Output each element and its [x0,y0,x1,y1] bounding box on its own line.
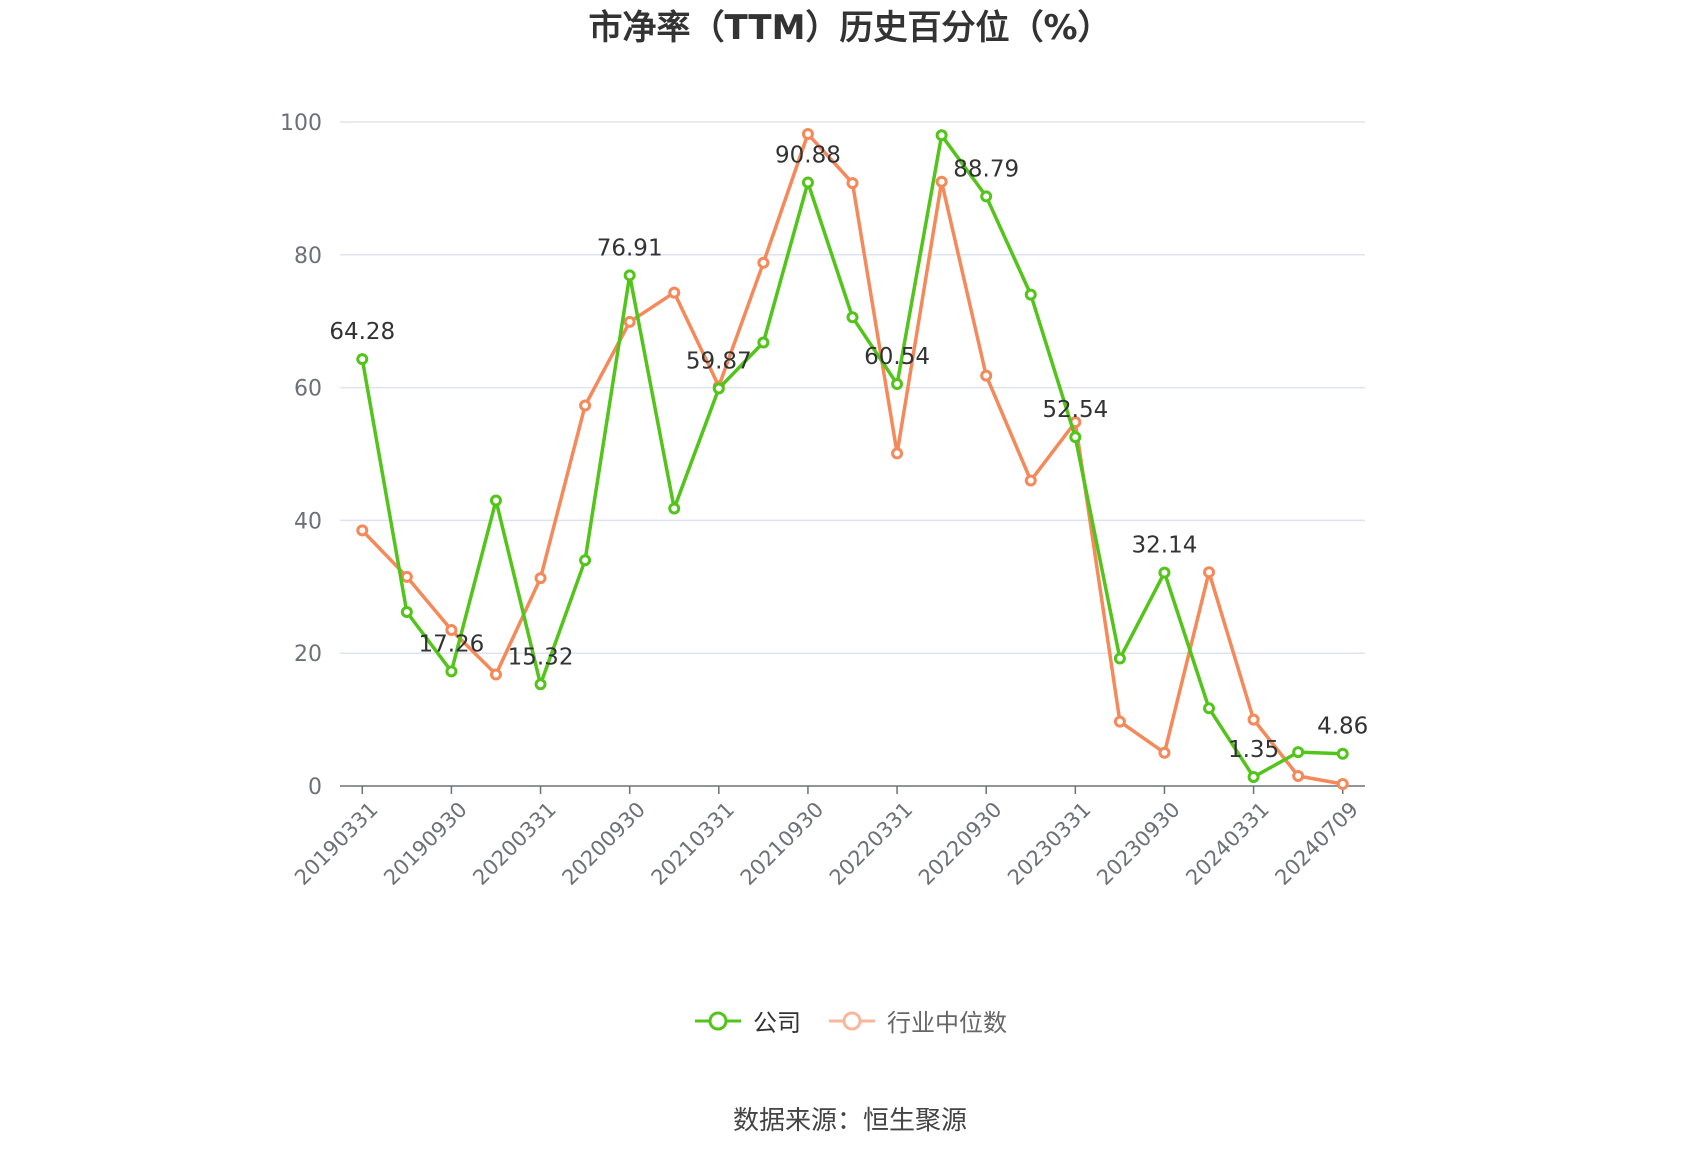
legend-item-industry[interactable]: 行业中位数 [827,1003,1007,1038]
legend-item-company[interactable]: 公司 [693,1003,801,1038]
y-tick-label: 100 [280,111,322,136]
x-tick-label: 20230930 [1092,797,1185,890]
y-tick-label: 40 [294,509,322,534]
y-tick-label: 0 [308,775,322,800]
data-point-industry[interactable] [935,175,948,188]
data-label: 17.26 [418,631,484,657]
data-label: 64.28 [329,319,395,345]
data-point-industry[interactable] [757,256,770,269]
data-point-company[interactable] [757,336,770,349]
data-point-company[interactable] [712,382,725,395]
legend-label-industry: 行业中位数 [887,1009,1007,1037]
x-tick-label: 20240331 [1181,797,1274,890]
data-label: 15.32 [508,644,574,670]
data-point-company[interactable] [846,311,859,324]
data-point-industry[interactable] [623,315,636,328]
data-point-company[interactable] [1247,771,1260,784]
data-point-industry[interactable] [1158,746,1171,759]
data-label: 4.86 [1317,714,1368,740]
data-source: 数据来源：恒生聚源 [732,1106,967,1136]
x-tick-label: 20240709 [1270,797,1363,890]
data-label-layer: 64.28 17.26 15.32 76.91 59.87 90.88 60.54 88.79… [329,143,1368,763]
data-label: 76.91 [597,235,663,261]
x-tick-label: 20210930 [736,797,829,890]
data-point-industry[interactable] [1247,713,1260,726]
y-tick-label: 60 [294,377,322,402]
data-point-company[interactable] [489,494,502,507]
data-label: 52.54 [1042,397,1108,423]
data-point-company[interactable] [1292,746,1305,759]
legend-company-line-icon [695,1011,741,1030]
x-tick-label: 20220331 [825,797,918,890]
x-tick-label: 20200331 [468,797,561,890]
data-point-company[interactable] [534,678,547,691]
data-point-industry[interactable] [400,570,413,583]
data-point-company[interactable] [623,269,636,282]
data-point-industry[interactable] [489,668,502,681]
x-tick-label: 20190331 [290,797,383,890]
y-tick-label: 80 [294,244,322,269]
data-point-industry[interactable] [891,447,904,460]
data-point-company[interactable] [356,353,369,366]
data-label: 59.87 [686,348,752,374]
x-tick-label: 20210331 [647,797,740,890]
data-point-industry[interactable] [1203,566,1216,579]
legend-industry-line-icon [829,1011,875,1030]
data-point-industry[interactable] [1292,770,1305,783]
data-label: 32.14 [1132,533,1198,559]
data-label: 88.79 [953,156,1019,182]
data-point-company[interactable] [801,176,814,189]
data-point-industry[interactable] [534,572,547,585]
data-point-industry[interactable] [445,623,458,636]
grid-layer [340,121,1365,654]
x-tick-label: 20220930 [914,797,1007,890]
series-layer [356,127,1349,791]
data-point-company[interactable] [935,129,948,142]
series-line-industry [361,132,1344,786]
data-point-company[interactable] [980,190,993,203]
data-point-company[interactable] [668,502,681,515]
y-tick-label: 20 [294,642,322,667]
data-point-company[interactable] [1113,652,1126,665]
data-point-industry[interactable] [579,399,592,412]
data-point-industry[interactable] [356,524,369,537]
x-tick-label: 20200930 [557,797,650,890]
data-point-industry[interactable] [668,286,681,299]
data-label: 1.35 [1228,737,1279,763]
legend: 公司 行业中位数 [0,1003,1700,1038]
data-label: 90.88 [775,143,841,169]
data-point-company[interactable] [1203,702,1216,715]
data-point-company[interactable] [1336,747,1349,760]
chart-title: 市净率（TTM）历史百分位（%） [588,8,1112,48]
data-point-company[interactable] [1069,431,1082,444]
data-point-industry[interactable] [801,127,814,140]
data-point-industry[interactable] [1113,715,1126,728]
series-line-company [360,133,1343,779]
data-point-company[interactable] [579,554,592,567]
data-point-industry[interactable] [846,177,859,190]
x-tick-label: 20230331 [1003,797,1096,890]
data-point-company[interactable] [1024,288,1037,301]
data-point-industry[interactable] [1336,778,1349,791]
data-point-industry[interactable] [980,369,993,382]
data-point-industry[interactable] [1024,474,1037,487]
data-point-company[interactable] [1158,566,1171,579]
legend-label-company: 公司 [753,1009,801,1037]
data-point-company[interactable] [891,378,904,391]
data-point-company[interactable] [445,665,458,678]
data-label: 60.54 [864,344,930,370]
x-tick-label: 20190930 [379,797,472,890]
data-point-company[interactable] [400,606,413,619]
